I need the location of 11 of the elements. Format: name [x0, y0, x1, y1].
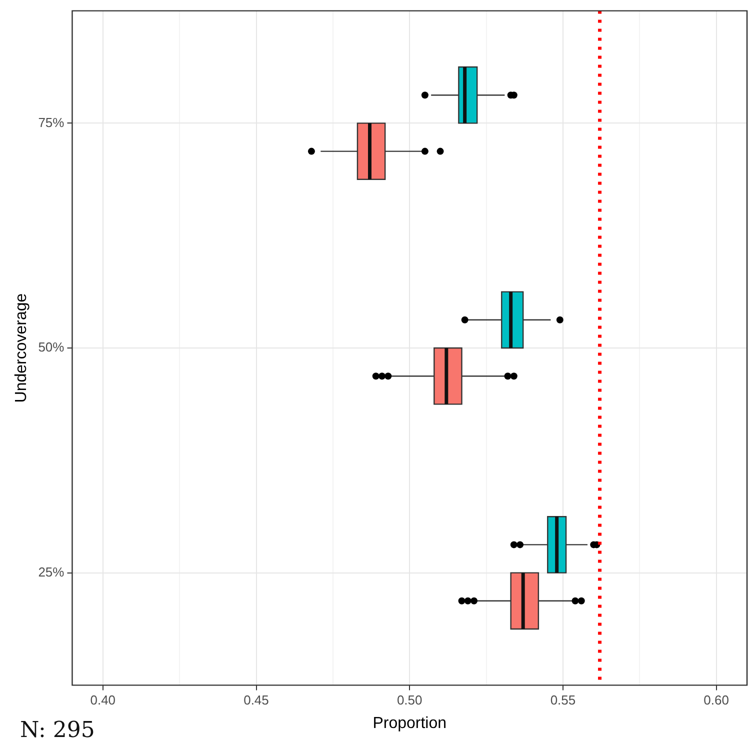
y-axis-title: Undercoverage [13, 293, 30, 403]
text: N: 295 [20, 718, 95, 743]
x-axis-title: Proportion [372, 714, 447, 732]
x-tick-label: 0.60 [704, 692, 729, 708]
y-tick-label: 25% [38, 564, 65, 580]
y-tick-label: 75% [38, 114, 65, 130]
x-tick-label: 0.40 [90, 692, 116, 708]
y-tick-label: 50% [38, 340, 65, 355]
x-tick-label: 0.45 [244, 692, 269, 708]
x-tick-label: 0.50 [396, 692, 422, 708]
x-tick-label: 0.55 [550, 692, 576, 708]
